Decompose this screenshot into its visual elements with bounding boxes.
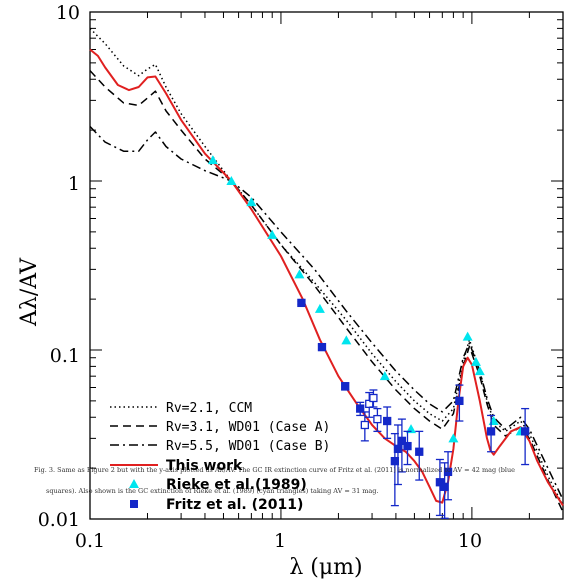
x-tick-label: 0.1 [75, 530, 105, 552]
legend-label-this-work: This work [166, 458, 243, 474]
figure-caption-line1: Fig. 3. Same as Figure 2 but with the y-… [34, 466, 515, 474]
fritz-point [455, 396, 464, 406]
rieke-point [462, 331, 473, 341]
y-axis-title: Aλ/AV [17, 257, 42, 327]
legend-label-wd01-b: Rv=5.5, WD01 (Case B) [166, 439, 330, 454]
fritz-point [383, 416, 392, 426]
legend-marker-triangle [129, 479, 139, 488]
legend: Rv=2.1, CCM Rv=3.1, WD01 (Case A) Rv=5.5… [110, 401, 330, 513]
legend-label-wd01-a: Rv=3.1, WD01 (Case A) [166, 420, 330, 435]
rieke-point [474, 366, 485, 376]
fritz-point [443, 467, 453, 477]
rieke-point [341, 335, 352, 345]
fritz-point [356, 404, 365, 413]
rieke-point [294, 269, 305, 279]
fritz-point [415, 447, 424, 456]
fritz-point [520, 427, 530, 436]
rieke-point [314, 303, 325, 313]
fritz-point [360, 420, 369, 430]
series-line-dashdot [89, 125, 564, 501]
rieke-point [267, 229, 278, 239]
y-tick-label: 0.01 [38, 509, 80, 531]
rieke-point [448, 433, 459, 443]
fritz-point [317, 342, 327, 352]
rieke-point [379, 371, 390, 381]
legend-label-fritz: Fritz et al. (2011) [166, 497, 303, 513]
plot-frame [89, 11, 564, 520]
y-tick-label: 10 [56, 2, 80, 24]
fritz-point [341, 382, 350, 391]
fritz-point [297, 298, 306, 308]
rieke-point [470, 356, 481, 366]
rieke-point [226, 176, 237, 185]
series-line-dashed [89, 70, 564, 513]
legend-label-ccm: Rv=2.1, CCM [166, 401, 252, 416]
rieke-point [246, 197, 257, 207]
fritz-point [435, 478, 445, 487]
figure-caption-line2: squares). Also shown is the GC extinctio… [46, 487, 379, 495]
model-curves [89, 27, 564, 513]
axis-ticks [89, 11, 564, 520]
series-line-solid [89, 48, 564, 507]
fritz-point [486, 427, 496, 436]
fritz-point [365, 399, 374, 409]
fritz-point [393, 444, 403, 454]
x-axis-title: λ (μm) [289, 555, 362, 580]
y-tick-label: 1 [68, 173, 80, 195]
fritz-point [403, 441, 412, 451]
x-tick-label: 1 [274, 530, 286, 552]
y-tick-label: 0.1 [50, 345, 80, 367]
data-points [207, 155, 530, 519]
x-tick-label: 10 [458, 530, 482, 552]
fritz-point [369, 393, 378, 403]
legend-marker-square [130, 500, 138, 508]
fritz-point [440, 482, 449, 491]
fritz-point [373, 414, 382, 424]
rieke-point [207, 155, 218, 165]
fritz-point [397, 436, 407, 446]
legend-label-rieke: Rieke et al.(1989) [166, 477, 307, 493]
